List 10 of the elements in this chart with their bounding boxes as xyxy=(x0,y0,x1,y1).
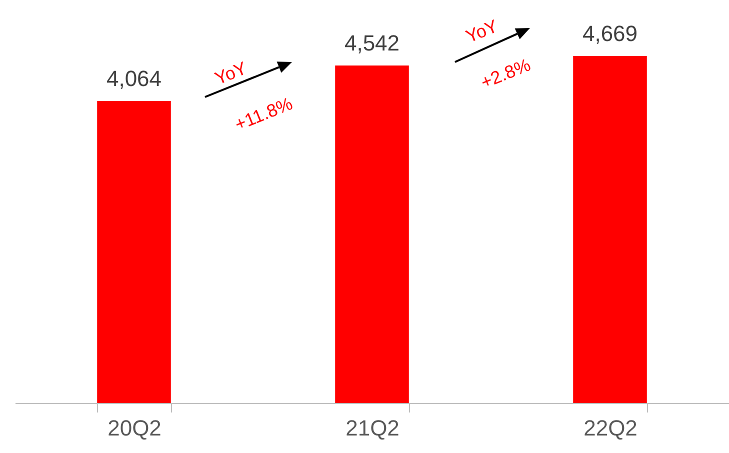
annotation: +2.8% xyxy=(478,54,534,94)
data-label: 4,542 xyxy=(344,30,400,56)
x-tick-label: 20Q2 xyxy=(108,416,162,440)
annotation: YoY xyxy=(212,58,250,90)
x-tick-label: 22Q2 xyxy=(584,416,638,440)
annotation: +11.8% xyxy=(232,93,296,136)
x-tick-label: 21Q2 xyxy=(346,416,400,440)
data-label: 4,064 xyxy=(106,66,162,91)
data-label: 4,669 xyxy=(582,21,638,46)
text: YoY xyxy=(463,16,501,48)
